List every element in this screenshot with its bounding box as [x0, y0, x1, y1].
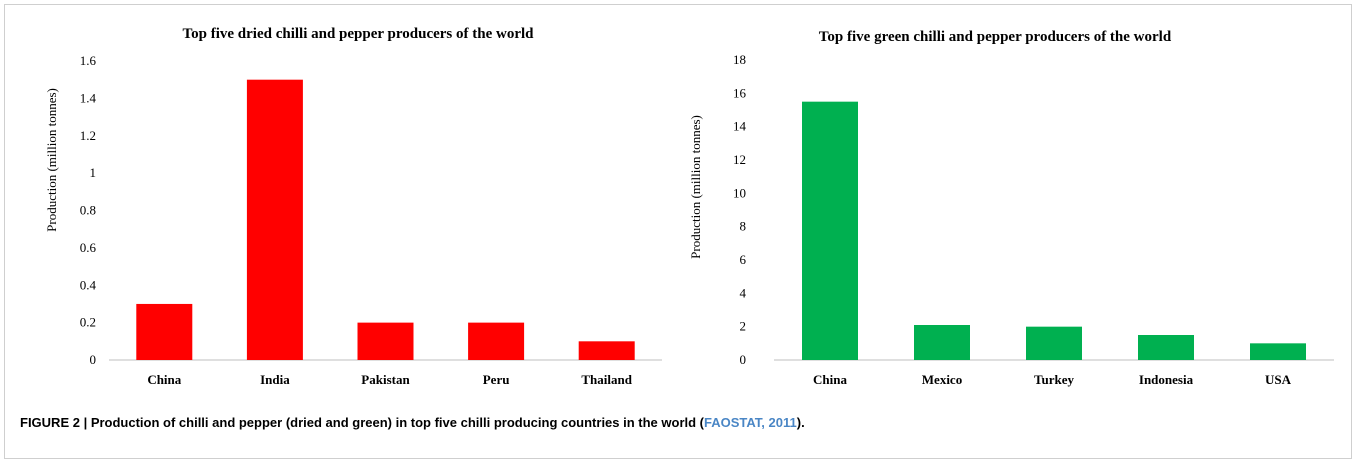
caption-text: FIGURE 2 | Production of chilli and pepp… [20, 415, 705, 430]
x-tick-label: Pakistan [361, 372, 410, 387]
bar [578, 341, 635, 360]
y-tick-label: 0 [740, 352, 747, 367]
y-tick-label: 1 [90, 165, 97, 180]
y-tick-label: 1.2 [80, 128, 96, 143]
citation-link[interactable]: FAOSTAT, 2011 [704, 415, 797, 430]
y-axis-title: Production (million tonnes) [688, 115, 703, 259]
dried-chilli-chart: Top five dried chilli and pepper produce… [44, 26, 662, 387]
x-tick-label: China [147, 372, 181, 387]
y-tick-label: 6 [740, 252, 747, 267]
y-tick-label: 4 [740, 285, 747, 300]
x-tick-label: Mexico [922, 372, 962, 387]
figure-frame [4, 4, 1352, 459]
y-tick-label: 1.6 [80, 53, 97, 68]
bar [1138, 335, 1194, 360]
y-tick-label: 0.8 [80, 203, 96, 218]
bar [468, 322, 525, 360]
y-tick-label: 12 [733, 152, 746, 167]
caption-suffix: ). [796, 415, 805, 430]
y-tick-label: 8 [740, 219, 747, 234]
chart-title: Top five green chilli and pepper produce… [819, 29, 1172, 45]
y-tick-label: 0.6 [80, 240, 97, 255]
plot-area: 0 2 4 6 8 10 12 14 16 18 China Mexico Turkey Indonesi… [733, 52, 1334, 387]
figure-caption: FIGURE 2 | Production of chilli and pepp… [20, 415, 1340, 430]
y-tick-label: 10 [733, 185, 746, 200]
x-tick-label: Thailand [581, 372, 632, 387]
plot-area: 0 0.2 0.4 0.6 0.8 1 1.2 1.4 1.6 China India Pakista… [80, 53, 662, 387]
chart-title: Top five dried chilli and pepper produce… [182, 26, 534, 42]
x-tick-label: Turkey [1034, 372, 1074, 387]
y-axis-title: Production (million tonnes) [44, 88, 59, 232]
bar [1026, 326, 1082, 360]
bar [914, 325, 970, 360]
y-tick-label: 1.4 [80, 90, 97, 105]
y-tick-label: 0.4 [80, 277, 97, 292]
y-tick-label: 18 [733, 52, 746, 67]
y-tick-label: 2 [740, 319, 747, 334]
bar [246, 79, 303, 360]
y-tick-label: 16 [733, 85, 747, 100]
bar [136, 303, 193, 360]
bar [1250, 343, 1306, 360]
y-tick-label: 14 [733, 119, 747, 134]
bar [357, 322, 414, 360]
bar [802, 101, 858, 361]
x-tick-label: Peru [483, 372, 510, 387]
x-tick-label: India [260, 372, 290, 387]
y-tick-label: 0 [90, 352, 97, 367]
x-tick-label: China [813, 372, 847, 387]
green-chilli-chart: Top five green chilli and pepper produce… [688, 29, 1334, 387]
x-tick-label: Indonesia [1139, 372, 1194, 387]
y-tick-label: 0.2 [80, 315, 96, 330]
x-tick-label: USA [1265, 372, 1292, 387]
